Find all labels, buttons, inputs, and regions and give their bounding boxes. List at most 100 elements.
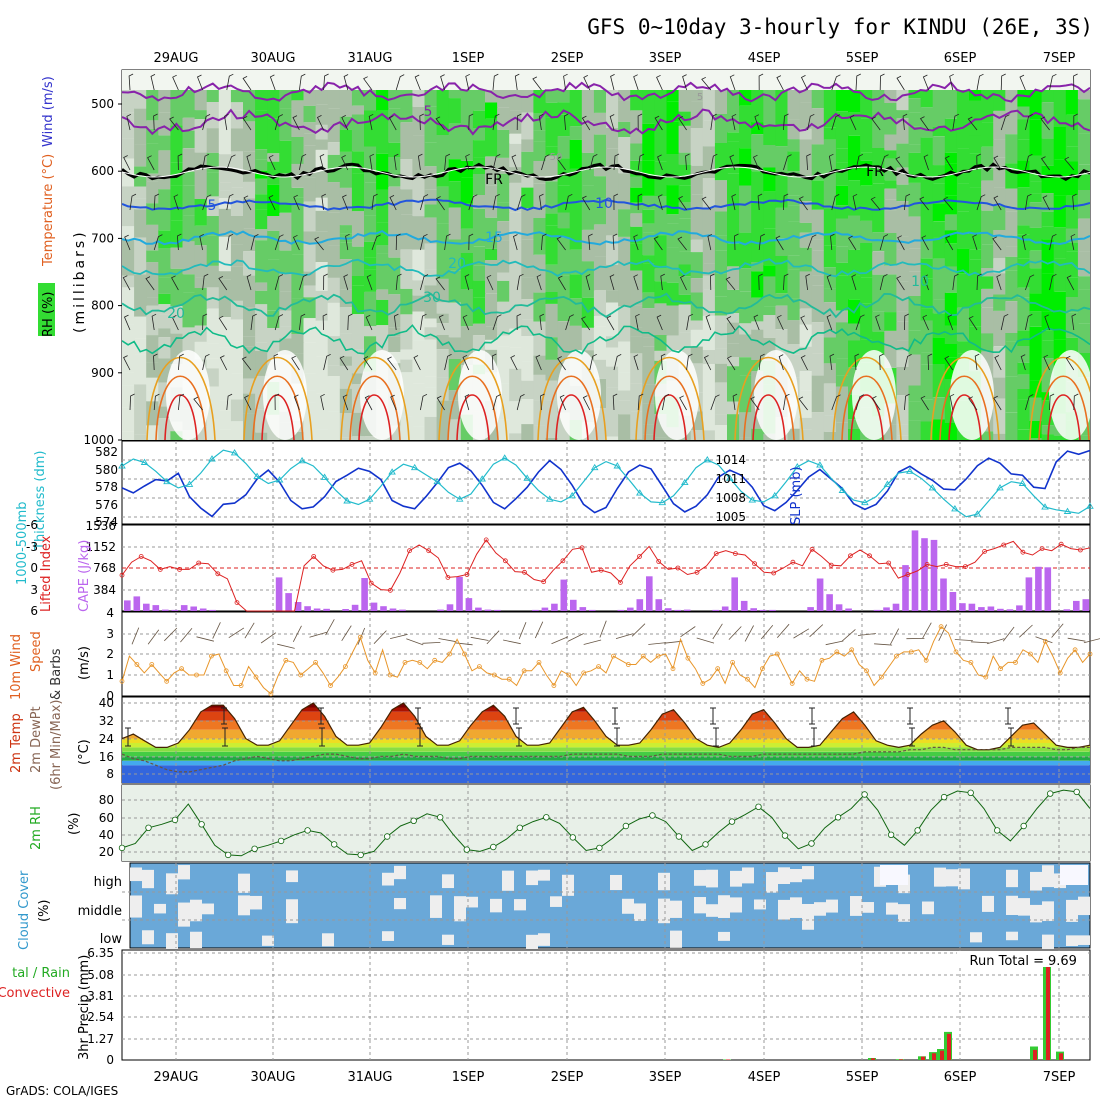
li-marker bbox=[368, 580, 374, 586]
tick-label: 1.27 bbox=[87, 1032, 114, 1046]
wind-barb bbox=[848, 235, 857, 251]
cloud-gap bbox=[802, 903, 814, 930]
wind-barb bbox=[757, 193, 763, 211]
wind-marker bbox=[745, 676, 750, 682]
li-marker bbox=[579, 545, 585, 551]
cape-bar bbox=[949, 592, 957, 611]
li-marker bbox=[215, 571, 221, 577]
wind-barb bbox=[680, 626, 696, 638]
wind-barb bbox=[131, 627, 140, 645]
precip-bars bbox=[723, 957, 1064, 1060]
wind-barb bbox=[949, 73, 954, 91]
wind-marker bbox=[804, 676, 810, 682]
wind-barb bbox=[202, 353, 210, 371]
warm-contour bbox=[653, 394, 687, 440]
wind-barb bbox=[468, 113, 474, 131]
day-label-bottom: 5SEP bbox=[846, 1070, 879, 1085]
cape-bar bbox=[655, 599, 663, 611]
wind-barb bbox=[244, 622, 255, 639]
cape-li-panel: -6 -3 0 3 6 1536 1152 768 384 Lifted Index CAPE … bbox=[26, 518, 1091, 618]
wind-barb bbox=[938, 624, 947, 641]
wind-barb bbox=[226, 73, 234, 91]
temperature-contour bbox=[122, 166, 1090, 178]
day-label-top: 3SEP bbox=[649, 51, 682, 66]
wind-barb bbox=[309, 631, 327, 638]
cloud-gap bbox=[430, 895, 442, 918]
wind-barb bbox=[904, 393, 910, 411]
wind-barb bbox=[921, 235, 929, 251]
rh-marker bbox=[1073, 788, 1080, 796]
wind-barb bbox=[438, 638, 457, 643]
wind-barb bbox=[952, 273, 959, 291]
wind-marker bbox=[938, 624, 944, 630]
wind-barb bbox=[922, 622, 932, 639]
cape-bar bbox=[1063, 609, 1071, 611]
wind-barb bbox=[855, 153, 864, 171]
lifted-index-label: Lifted Index bbox=[39, 535, 54, 612]
wind-barb bbox=[218, 315, 228, 331]
warm-contour bbox=[930, 356, 1000, 440]
wind-barb bbox=[686, 313, 694, 331]
precip-label-a: tal / Rain bbox=[12, 966, 70, 981]
wind-barb bbox=[758, 353, 765, 371]
wind-barb bbox=[260, 632, 277, 644]
wind-barb bbox=[465, 73, 470, 91]
wind-barb bbox=[226, 193, 234, 211]
wind-barb bbox=[656, 314, 663, 331]
wind-barb bbox=[147, 629, 160, 645]
wind-barb bbox=[831, 114, 840, 131]
wind-barb bbox=[783, 393, 790, 411]
wind-barb bbox=[831, 194, 840, 211]
wind-barb bbox=[633, 354, 639, 371]
wind-barb bbox=[368, 113, 374, 131]
wind-barb bbox=[417, 153, 423, 171]
thickness-marker bbox=[658, 498, 667, 506]
thickness-marker bbox=[951, 505, 959, 512]
warm-contour bbox=[146, 356, 216, 440]
wind-barb bbox=[633, 234, 639, 251]
cape-bar bbox=[199, 608, 207, 611]
warm-contour bbox=[734, 356, 804, 440]
cloud-gap bbox=[286, 870, 298, 883]
cape-bar bbox=[740, 600, 748, 611]
rh-marker bbox=[277, 837, 285, 845]
tick-label: 1005 bbox=[715, 510, 746, 524]
wind-barb bbox=[1044, 314, 1050, 331]
rh-marker bbox=[622, 822, 630, 830]
tick-label: 8 bbox=[106, 767, 114, 781]
wind-barb bbox=[726, 316, 736, 331]
cape-bar bbox=[911, 530, 919, 611]
day-label-bottom: 30AUG bbox=[250, 1070, 295, 1085]
cape-bar bbox=[968, 603, 976, 611]
precip-conv-bar bbox=[1046, 960, 1050, 1060]
contour-label: 5 bbox=[697, 92, 703, 103]
warm-contour bbox=[1047, 394, 1081, 440]
bottom-day-axis: 29AUG 30AUG 31AUG 1SEP 2SEP 3SEP 4SEP 5SEP 6SEP 7… bbox=[153, 1070, 1075, 1085]
wind-barb bbox=[292, 625, 302, 642]
wind-barb bbox=[895, 156, 905, 171]
cape-bar bbox=[351, 604, 359, 611]
warm-contour bbox=[358, 394, 392, 440]
wind-barb bbox=[944, 155, 954, 171]
precip-conv-bar bbox=[947, 1033, 951, 1060]
wind-barb bbox=[199, 233, 204, 251]
cape-bar bbox=[750, 608, 757, 611]
cloud-gap bbox=[130, 895, 142, 918]
cape-bar bbox=[190, 606, 197, 611]
cape-bar bbox=[361, 578, 368, 611]
cape-bars bbox=[124, 530, 1090, 611]
cloud-gap bbox=[442, 874, 454, 889]
wind-barb bbox=[994, 355, 1002, 371]
temperature-contour bbox=[122, 229, 1090, 246]
wind-barb bbox=[293, 394, 300, 411]
wind-barb bbox=[976, 153, 981, 171]
cape-bar bbox=[1044, 567, 1052, 611]
wind-barb bbox=[606, 315, 615, 331]
cloud-gap bbox=[562, 874, 574, 896]
wind-barb bbox=[388, 115, 397, 131]
wind-barb bbox=[357, 627, 366, 645]
wind-barb bbox=[613, 153, 620, 171]
wind-barb bbox=[831, 394, 841, 411]
wind-barb bbox=[775, 235, 784, 251]
wind-barb bbox=[462, 354, 470, 371]
